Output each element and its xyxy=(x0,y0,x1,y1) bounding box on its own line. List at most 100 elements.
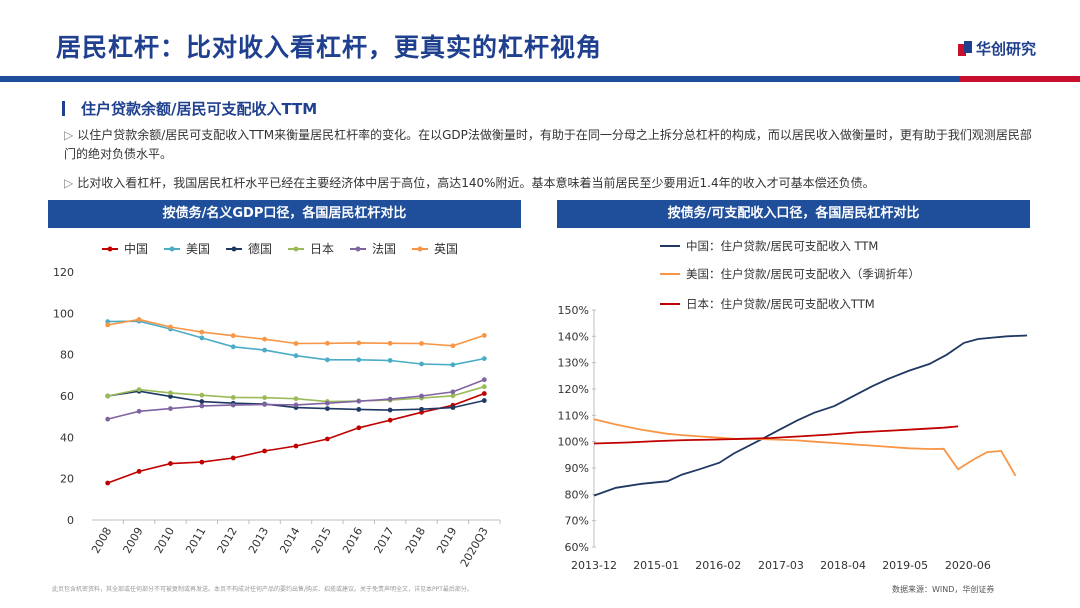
data-point xyxy=(356,407,362,412)
y-tick-label: 120% xyxy=(558,383,589,396)
legend-label: 英国 xyxy=(434,242,458,256)
logo-mark-icon xyxy=(958,40,972,57)
data-point xyxy=(293,396,299,402)
triangle-bullet-icon: ▷ xyxy=(64,128,74,142)
data-point xyxy=(136,387,142,392)
data-point xyxy=(481,391,487,396)
legend-label: 中国：住户贷款/居民可支配收入 TTM xyxy=(686,239,878,253)
data-point xyxy=(105,480,111,486)
data-point xyxy=(293,402,299,408)
data-point xyxy=(105,322,111,328)
bullet-1-text: 以住户贷款余额/居民可支配收入TTM来衡量居民杠杆率的变化。在以GDP法做衡量时… xyxy=(64,128,1032,161)
right-chart-title: 按债务/可支配收入口径，各国居民杠杆对比 xyxy=(557,200,1030,228)
legend-marker xyxy=(293,246,299,252)
left-chart-title: 按债务/名义GDP口径，各国居民杠杆对比 xyxy=(48,200,521,228)
legend-label: 中国 xyxy=(124,241,148,256)
data-point xyxy=(293,341,299,346)
data-point xyxy=(481,333,487,338)
data-point xyxy=(199,335,205,341)
data-point xyxy=(262,336,268,342)
y-tick-label: 140% xyxy=(558,330,589,343)
disclaimer-footnote: 此页包含机密资料，其全部或任何部分不可被复制或再发送。本页不构成对任何产品的要约… xyxy=(52,586,473,593)
series-line-日本：住户贷款/居民可支配收入TTM xyxy=(593,425,959,445)
y-tick-label: 110% xyxy=(558,409,589,422)
data-point xyxy=(293,353,299,359)
data-point xyxy=(136,317,142,322)
legend-marker xyxy=(355,246,361,252)
series-line-中国：住户贷款/居民可支配收入 TTM xyxy=(593,334,1028,497)
header-rule xyxy=(0,76,1080,82)
data-point xyxy=(199,329,205,335)
data-source: 数据来源：WIND，华创证券 xyxy=(892,585,995,594)
x-tick-label: 2016-02 xyxy=(695,559,741,572)
header-rule-accent xyxy=(960,76,1080,82)
data-point xyxy=(262,395,268,401)
data-point xyxy=(387,407,393,413)
data-point xyxy=(356,357,362,363)
triangle-bullet-icon: ▷ xyxy=(64,176,74,190)
data-point xyxy=(324,357,330,363)
data-point xyxy=(387,358,393,363)
legend-label: 法国 xyxy=(372,242,396,256)
data-point xyxy=(105,416,111,422)
data-point xyxy=(105,319,111,324)
data-point xyxy=(356,340,362,346)
data-point xyxy=(168,406,173,412)
x-tick-label: 2018-04 xyxy=(820,559,866,572)
data-point xyxy=(230,455,236,461)
data-point xyxy=(419,361,424,367)
data-point xyxy=(450,405,456,410)
data-point xyxy=(324,340,330,346)
y-tick-label: 150% xyxy=(558,304,589,317)
data-point xyxy=(387,417,393,423)
data-point xyxy=(168,461,173,466)
data-point xyxy=(293,443,299,449)
data-point xyxy=(419,393,424,399)
data-point xyxy=(450,393,456,399)
data-point xyxy=(387,396,393,402)
legend-marker xyxy=(417,246,423,252)
legend-marker xyxy=(169,246,175,252)
x-tick-label: 2015-01 xyxy=(633,559,679,572)
data-point xyxy=(230,395,236,400)
y-tick-label: 130% xyxy=(558,357,589,370)
bullet-2: ▷ 比对收入看杠杆，我国居民杠杆水平已经在主要经济体中居于高位，高达140%附近。… xyxy=(64,174,1034,193)
data-point xyxy=(262,347,268,353)
y-tick-label: 70% xyxy=(565,515,589,528)
data-point xyxy=(419,341,424,346)
logo-text: 华创研究 xyxy=(976,40,1037,58)
data-point xyxy=(199,399,205,404)
legend-marker xyxy=(231,246,237,252)
data-point xyxy=(262,448,268,454)
section-bar-marker xyxy=(62,101,65,116)
data-point xyxy=(481,384,487,390)
y-tick-label: 0 xyxy=(67,514,74,527)
y-tick-label: 80 xyxy=(60,349,74,362)
bullet-1: ▷ 以住户贷款余额/居民可支配收入TTM来衡量居民杠杆率的变化。在以GDP法做衡量… xyxy=(64,126,1034,164)
section-subheading: 住户贷款余额/居民可支配收入TTM xyxy=(62,98,317,119)
data-point xyxy=(136,408,142,414)
x-tick-label: 2020-06 xyxy=(945,559,991,572)
legend-label: 美国 xyxy=(186,242,210,256)
section-subheading-text: 住户贷款余额/居民可支配收入TTM xyxy=(81,100,318,118)
brand-logo: 华创研究 xyxy=(958,38,1036,59)
data-point xyxy=(481,377,487,383)
data-point xyxy=(262,402,268,407)
bullet-2-text: 比对收入看杠杆，我国居民杠杆水平已经在主要经济体中居于高位，高达140%附近。基… xyxy=(77,176,875,190)
data-point xyxy=(230,402,236,408)
legend-marker xyxy=(107,246,113,252)
data-point xyxy=(199,392,205,398)
data-point xyxy=(356,425,362,431)
data-point xyxy=(387,340,393,346)
y-tick-label: 100% xyxy=(558,436,589,449)
page-title: 居民杠杆：比对收入看杠杆，更真实的杠杆视角 xyxy=(56,33,603,62)
data-point xyxy=(324,406,330,412)
legend-label: 日本：住户贷款/居民可支配收入TTM xyxy=(686,297,875,311)
data-point xyxy=(230,333,236,339)
data-point xyxy=(419,406,424,412)
data-point xyxy=(356,398,362,404)
y-tick-label: 100 xyxy=(53,307,74,320)
data-point xyxy=(481,356,487,361)
